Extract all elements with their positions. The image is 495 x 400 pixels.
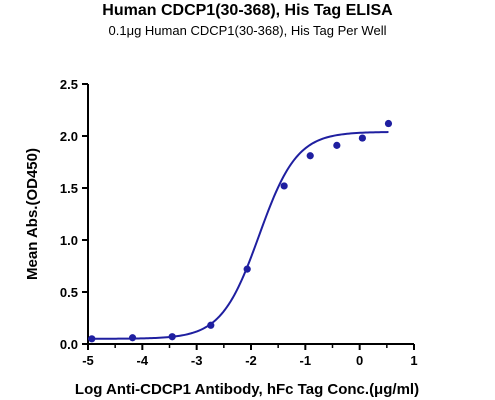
y-tick-label: 2.0 <box>60 129 78 144</box>
x-tick-label: -4 <box>137 353 149 368</box>
data-points <box>88 119 393 343</box>
x-tick-label: -1 <box>300 353 312 368</box>
chart-title: Human CDCP1(30-368), His Tag ELISA <box>102 2 393 19</box>
data-point <box>207 321 215 329</box>
data-point <box>384 119 393 128</box>
x-axis-label: Log Anti-CDCP1 Antibody, hFc Tag Conc.(μ… <box>75 381 419 398</box>
fit-curve-group <box>87 131 389 340</box>
fit-curve <box>87 131 389 340</box>
chart-subtitle: 0.1μg Human CDCP1(30-368), His Tag Per W… <box>108 23 387 38</box>
data-point <box>333 141 341 149</box>
x-tick-label: -3 <box>191 353 203 368</box>
x-tick-label: -5 <box>82 353 94 368</box>
axes <box>87 84 414 345</box>
data-point <box>306 152 314 160</box>
data-point <box>88 335 96 343</box>
y-tick-label: 1.0 <box>60 233 78 248</box>
data-point <box>128 334 137 342</box>
y-tick-label: 2.5 <box>60 77 78 92</box>
data-point <box>243 265 251 273</box>
data-point <box>358 134 366 142</box>
data-point <box>280 182 288 190</box>
data-point <box>168 333 176 341</box>
x-tick-label: -2 <box>245 353 257 368</box>
y-tick-label: 0.5 <box>60 285 78 300</box>
x-tick-label: 1 <box>410 353 417 368</box>
ticks: -5 -4 -3 -2 -1 0 1 0.0 0.5 1.0 1.5 2.0 2.5 <box>60 77 418 368</box>
y-tick-label: 1.5 <box>60 181 78 196</box>
y-axis-label: Mean Abs.(OD450) <box>24 148 41 280</box>
y-tick-label: 0.0 <box>60 337 78 352</box>
x-tick-label: 0 <box>356 353 363 368</box>
